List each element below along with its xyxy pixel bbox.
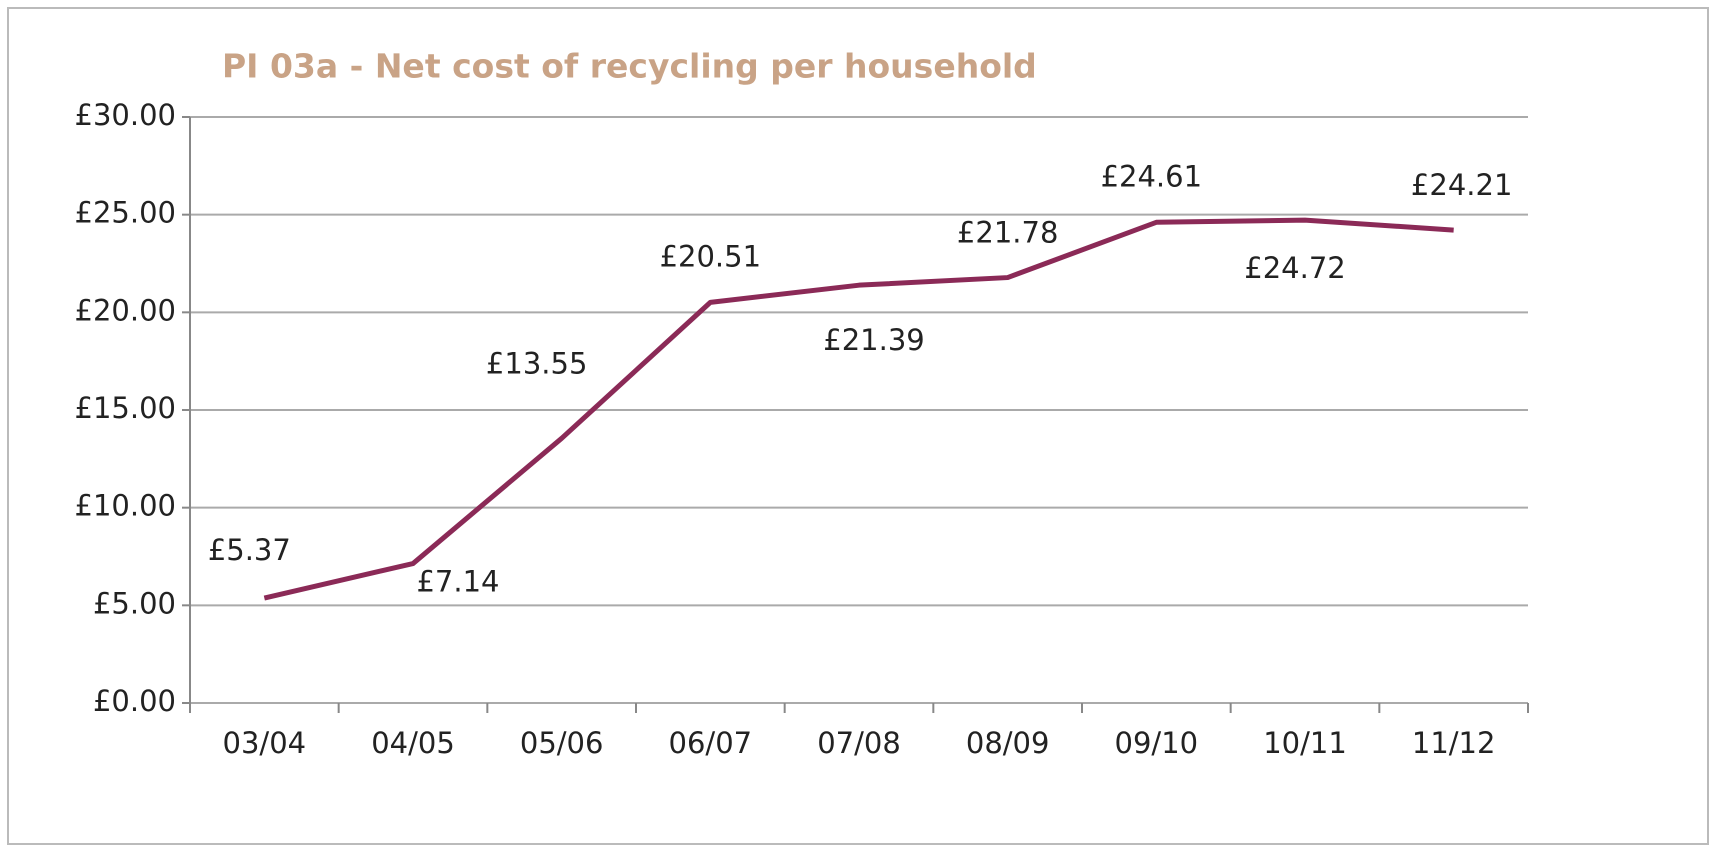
y-tick-label: £30.00: [75, 98, 176, 132]
data-label: £13.55: [486, 346, 587, 380]
data-label: £5.37: [208, 533, 291, 567]
data-label: £7.14: [416, 565, 499, 599]
data-label: £24.61: [1101, 159, 1202, 193]
y-tick-label: £10.00: [75, 489, 176, 523]
x-tick-label: 06/07: [669, 726, 753, 760]
y-tick-label: £0.00: [93, 684, 176, 718]
x-tick-label: 10/11: [1263, 726, 1347, 760]
frame: [7, 7, 1709, 845]
data-label: £21.78: [957, 216, 1058, 250]
y-tick-label: £25.00: [75, 196, 176, 230]
data-label: £20.51: [660, 239, 761, 273]
line: [263, 217, 1454, 601]
x-tick-label: 03/04: [223, 726, 307, 760]
data-label: £21.39: [823, 323, 924, 357]
x-tick-label: 11/12: [1412, 726, 1496, 760]
chart-title: PI 03a - Net cost of recycling per house…: [222, 47, 1037, 86]
y-tick-label: £15.00: [75, 391, 176, 425]
x-tick-label: 09/10: [1115, 726, 1199, 760]
x-tick-label: 08/09: [966, 726, 1050, 760]
data-label: £24.72: [1244, 251, 1345, 285]
x-tick-label: 04/05: [371, 726, 455, 760]
data-label: £24.21: [1411, 168, 1512, 202]
x-tick-label: 07/08: [817, 726, 901, 760]
y-tick-label: £5.00: [93, 586, 176, 620]
y-tick-label: £20.00: [75, 293, 176, 327]
x-tick-label: 05/06: [520, 726, 604, 760]
